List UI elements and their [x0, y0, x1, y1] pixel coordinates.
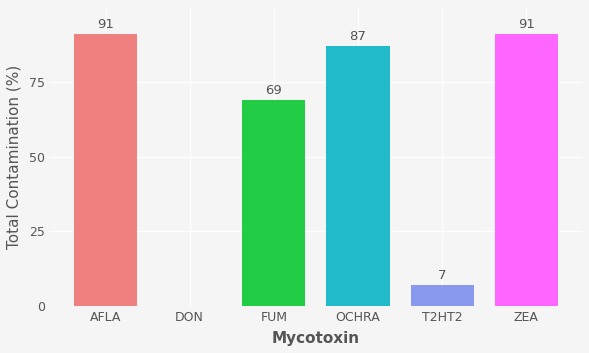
Bar: [242, 100, 305, 306]
Text: 87: 87: [349, 30, 366, 43]
Text: 69: 69: [266, 84, 282, 97]
Y-axis label: Total Contamination (%): Total Contamination (%): [7, 65, 22, 249]
Text: 91: 91: [97, 18, 114, 31]
Text: 91: 91: [518, 18, 535, 31]
Bar: [326, 46, 389, 306]
X-axis label: Mycotoxin: Mycotoxin: [272, 331, 360, 346]
Text: 7: 7: [438, 269, 446, 282]
Bar: [74, 34, 137, 306]
Bar: [495, 34, 558, 306]
Bar: [411, 285, 474, 306]
